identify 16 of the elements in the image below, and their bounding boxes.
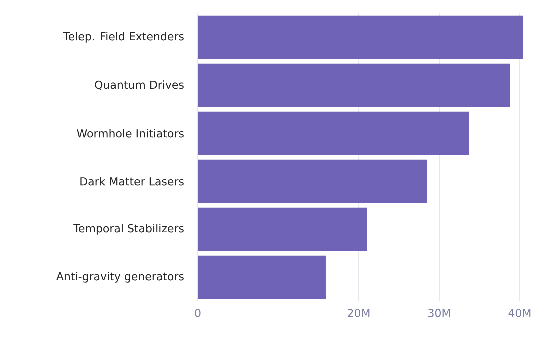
x-tick-label: 40M [508,309,531,318]
y-tick-label: Dark Matter Lasers [80,177,184,186]
x-tick-label: 0 [195,309,201,318]
y-tick-label: Quantum Drives [95,80,184,90]
bar [198,160,428,204]
bar [198,64,510,108]
y-tick-label: Wormhole Initiators [77,129,184,138]
x-tick-label: 20M [348,309,370,318]
bar [198,112,470,156]
bar [198,256,326,300]
y-tick-label: Anti-gravity generators [56,272,184,283]
bar [198,16,524,60]
y-tick-label: Temporal Stabilizers [74,224,184,235]
x-tick-label: 30M [428,309,450,318]
y-tick-label: Telep. Field Extenders [63,32,184,43]
bar [198,208,368,252]
